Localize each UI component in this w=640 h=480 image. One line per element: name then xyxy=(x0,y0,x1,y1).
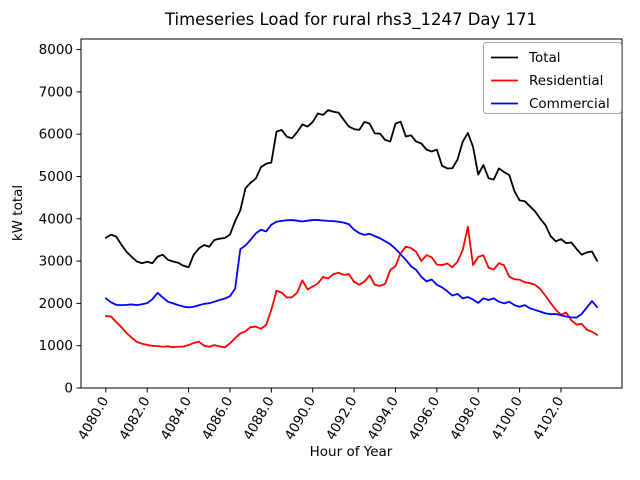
y-axis-label: kW total xyxy=(10,185,26,241)
legend-entry-commercial: Commercial xyxy=(491,96,610,112)
x-tick-label: 4098.0 xyxy=(447,394,484,443)
plot-border xyxy=(80,38,623,389)
x-tick-label: 4100.0 xyxy=(489,394,526,443)
x-tick-label: 4094.0 xyxy=(364,394,401,443)
legend-label-commercial: Commercial xyxy=(529,96,610,112)
series-line-commercial xyxy=(104,219,599,319)
x-axis-ticks: 4080.0 4082.0 4084.0 4086.0 4088.0 4090.0 4092… xyxy=(75,388,567,443)
series-line-residential xyxy=(104,225,599,349)
x-tick-label: 4080.0 xyxy=(75,394,112,443)
y-tick-label: 3000 xyxy=(39,254,73,270)
y-tick-label: 2000 xyxy=(39,296,73,312)
x-tick-label: 4096.0 xyxy=(406,394,443,443)
y-axis-ticks: 0 1000 2000 3000 4000 5000 6000 7000 8000 xyxy=(39,42,81,397)
y-tick-label: 8000 xyxy=(39,42,73,58)
x-tick-label: 4102.0 xyxy=(530,394,567,443)
x-tick-label: 4090.0 xyxy=(282,394,319,443)
legend-entry-total: Total xyxy=(491,50,561,66)
y-tick-label: 6000 xyxy=(39,127,73,143)
y-tick-label: 7000 xyxy=(39,84,73,100)
y-tick-label: 0 xyxy=(64,381,73,397)
x-tick-label: 4092.0 xyxy=(323,394,360,443)
series-lines xyxy=(104,109,599,349)
legend-entry-residential: Residential xyxy=(491,73,603,89)
legend-label-total: Total xyxy=(528,50,561,66)
legend-label-residential: Residential xyxy=(529,73,603,89)
x-tick-label: 4084.0 xyxy=(158,394,195,443)
y-tick-label: 1000 xyxy=(39,338,73,354)
legend: Total Residential Commercial xyxy=(483,42,622,114)
x-tick-label: 4086.0 xyxy=(199,394,236,443)
series-line-total xyxy=(104,109,599,269)
legend-box xyxy=(483,42,622,114)
x-axis-label: Hour of Year xyxy=(310,444,393,460)
x-tick-label: 4082.0 xyxy=(116,394,153,443)
y-tick-label: 5000 xyxy=(39,169,73,185)
x-tick-label: 4088.0 xyxy=(240,394,277,443)
y-tick-label: 4000 xyxy=(39,211,73,227)
chart-title: Timeseries Load for rural rhs3_1247 Day … xyxy=(164,10,537,30)
